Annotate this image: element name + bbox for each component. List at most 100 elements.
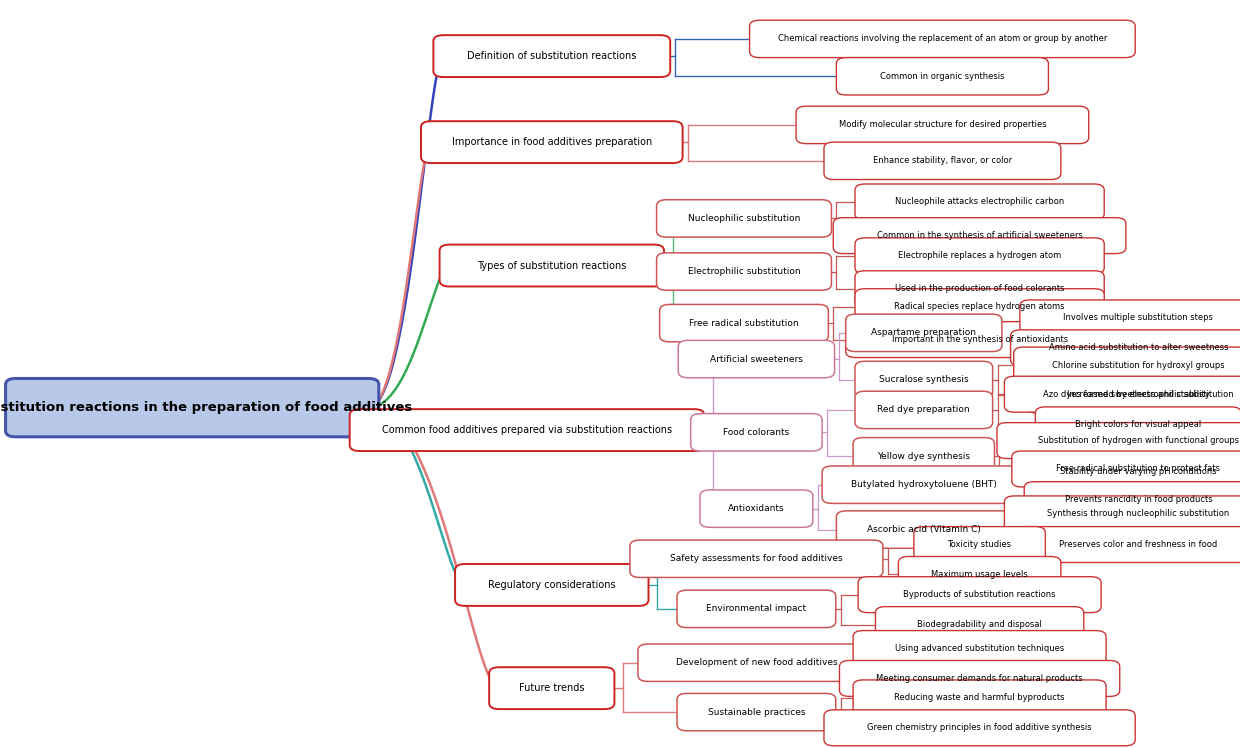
Text: Antioxidants: Antioxidants xyxy=(728,504,785,513)
FancyBboxPatch shape xyxy=(856,361,992,399)
Text: Using advanced substitution techniques: Using advanced substitution techniques xyxy=(895,644,1064,653)
Text: Nucleophilic substitution: Nucleophilic substitution xyxy=(688,214,800,223)
FancyBboxPatch shape xyxy=(853,680,1106,716)
Text: Toxicity studies: Toxicity studies xyxy=(947,540,1012,549)
Text: Amino acid substitution to alter sweetness: Amino acid substitution to alter sweetne… xyxy=(1049,343,1228,352)
FancyBboxPatch shape xyxy=(836,511,1012,548)
Text: Enhance stability, flavor, or color: Enhance stability, flavor, or color xyxy=(873,156,1012,165)
Text: Butylated hydroxytoluene (BHT): Butylated hydroxytoluene (BHT) xyxy=(851,480,997,489)
Text: Environmental impact: Environmental impact xyxy=(707,604,806,613)
FancyBboxPatch shape xyxy=(489,667,615,709)
Text: Electrophilic substitution: Electrophilic substitution xyxy=(688,267,800,276)
Text: Common in organic synthesis: Common in organic synthesis xyxy=(880,72,1004,81)
Text: Increased sweetness and stability: Increased sweetness and stability xyxy=(1066,390,1210,399)
FancyBboxPatch shape xyxy=(677,590,836,628)
Text: Used in the production of food colorants: Used in the production of food colorants xyxy=(895,284,1064,293)
FancyBboxPatch shape xyxy=(1024,482,1240,518)
FancyBboxPatch shape xyxy=(1025,377,1240,413)
Text: Maximum usage levels: Maximum usage levels xyxy=(931,570,1028,579)
FancyBboxPatch shape xyxy=(833,218,1126,254)
Text: Sucralose synthesis: Sucralose synthesis xyxy=(879,375,968,384)
Text: Azo dyes formed by electrophilic substitution: Azo dyes formed by electrophilic substit… xyxy=(1043,390,1234,399)
Text: Red dye preparation: Red dye preparation xyxy=(878,405,970,414)
Text: Safety assessments for food additives: Safety assessments for food additives xyxy=(670,554,843,563)
Text: Sustainable practices: Sustainable practices xyxy=(708,708,805,717)
Text: Development of new food additives: Development of new food additives xyxy=(676,658,837,667)
Text: Aspartame preparation: Aspartame preparation xyxy=(872,328,976,337)
FancyBboxPatch shape xyxy=(1018,527,1240,562)
FancyBboxPatch shape xyxy=(997,423,1240,459)
Text: Chemical reactions involving the replacement of an atom or group by another: Chemical reactions involving the replace… xyxy=(777,34,1107,43)
Text: Ascorbic acid (Vitamin C): Ascorbic acid (Vitamin C) xyxy=(867,525,981,534)
FancyBboxPatch shape xyxy=(434,35,670,77)
Text: Types of substitution reactions: Types of substitution reactions xyxy=(477,260,626,271)
FancyBboxPatch shape xyxy=(1004,376,1240,412)
Text: Chlorine substitution for hydroxyl groups: Chlorine substitution for hydroxyl group… xyxy=(1052,361,1225,370)
Text: Artificial sweeteners: Artificial sweeteners xyxy=(711,355,802,364)
FancyBboxPatch shape xyxy=(914,527,1045,562)
Text: Substitution of hydrogen with functional groups: Substitution of hydrogen with functional… xyxy=(1038,436,1239,445)
Text: Important in the synthesis of antioxidants: Important in the synthesis of antioxidan… xyxy=(892,335,1068,344)
FancyBboxPatch shape xyxy=(822,466,1025,503)
Text: Free radical substitution: Free radical substitution xyxy=(689,319,799,328)
Text: Yellow dye synthesis: Yellow dye synthesis xyxy=(878,452,970,461)
FancyBboxPatch shape xyxy=(839,660,1120,696)
FancyBboxPatch shape xyxy=(749,20,1136,58)
FancyBboxPatch shape xyxy=(856,391,992,429)
FancyBboxPatch shape xyxy=(846,314,1002,352)
Text: Stability under varying pH conditions: Stability under varying pH conditions xyxy=(1060,467,1216,476)
Text: Regulatory considerations: Regulatory considerations xyxy=(489,580,615,590)
FancyBboxPatch shape xyxy=(1011,330,1240,366)
FancyBboxPatch shape xyxy=(853,631,1106,666)
FancyBboxPatch shape xyxy=(856,271,1105,307)
Text: Future trends: Future trends xyxy=(520,683,584,693)
FancyBboxPatch shape xyxy=(1019,300,1240,336)
Text: Common food additives prepared via substitution reactions: Common food additives prepared via subst… xyxy=(382,425,672,435)
Text: Byproducts of substitution reactions: Byproducts of substitution reactions xyxy=(904,590,1055,599)
Text: Substitution reactions in the preparation of food additives: Substitution reactions in the preparatio… xyxy=(0,401,413,414)
FancyBboxPatch shape xyxy=(630,540,883,577)
FancyBboxPatch shape xyxy=(875,607,1084,643)
FancyBboxPatch shape xyxy=(836,58,1048,95)
FancyBboxPatch shape xyxy=(657,253,831,290)
Text: Food colorants: Food colorants xyxy=(723,428,790,437)
FancyBboxPatch shape xyxy=(350,409,704,451)
Text: Radical species replace hydrogen atoms: Radical species replace hydrogen atoms xyxy=(894,302,1065,311)
FancyBboxPatch shape xyxy=(660,304,828,342)
FancyBboxPatch shape xyxy=(637,644,875,681)
FancyBboxPatch shape xyxy=(657,200,831,237)
FancyBboxPatch shape xyxy=(856,238,1105,274)
FancyBboxPatch shape xyxy=(853,438,994,475)
FancyBboxPatch shape xyxy=(1012,451,1240,487)
Text: Importance in food additives preparation: Importance in food additives preparation xyxy=(451,137,652,147)
FancyBboxPatch shape xyxy=(1035,407,1240,443)
Text: Reducing waste and harmful byproducts: Reducing waste and harmful byproducts xyxy=(894,693,1065,702)
FancyBboxPatch shape xyxy=(846,322,1114,358)
FancyBboxPatch shape xyxy=(796,106,1089,144)
FancyBboxPatch shape xyxy=(422,121,682,163)
FancyBboxPatch shape xyxy=(455,564,649,606)
FancyBboxPatch shape xyxy=(1014,347,1240,383)
FancyBboxPatch shape xyxy=(1004,496,1240,532)
Text: Meeting consumer demands for natural products: Meeting consumer demands for natural pro… xyxy=(877,674,1083,683)
FancyBboxPatch shape xyxy=(856,289,1105,325)
FancyBboxPatch shape xyxy=(823,142,1060,180)
Text: Bright colors for visual appeal: Bright colors for visual appeal xyxy=(1075,420,1202,429)
Text: Prevents rancidity in food products: Prevents rancidity in food products xyxy=(1064,495,1213,504)
Text: Modify molecular structure for desired properties: Modify molecular structure for desired p… xyxy=(838,120,1047,129)
FancyBboxPatch shape xyxy=(856,184,1105,220)
FancyBboxPatch shape xyxy=(858,577,1101,613)
FancyBboxPatch shape xyxy=(6,378,379,437)
Text: Free radical substitution to protect fats: Free radical substitution to protect fat… xyxy=(1056,465,1220,473)
Text: Synthesis through nucleophilic substitution: Synthesis through nucleophilic substitut… xyxy=(1048,509,1229,518)
FancyBboxPatch shape xyxy=(691,414,822,451)
Text: Biodegradability and disposal: Biodegradability and disposal xyxy=(918,620,1042,629)
Text: Preserves color and freshness in food: Preserves color and freshness in food xyxy=(1059,540,1218,549)
Text: Involves multiple substitution steps: Involves multiple substitution steps xyxy=(1064,313,1213,322)
Text: Green chemistry principles in food additive synthesis: Green chemistry principles in food addit… xyxy=(867,723,1092,732)
FancyBboxPatch shape xyxy=(825,710,1136,746)
FancyBboxPatch shape xyxy=(699,490,813,527)
FancyBboxPatch shape xyxy=(1017,453,1240,489)
FancyBboxPatch shape xyxy=(439,245,665,286)
FancyBboxPatch shape xyxy=(677,693,836,731)
